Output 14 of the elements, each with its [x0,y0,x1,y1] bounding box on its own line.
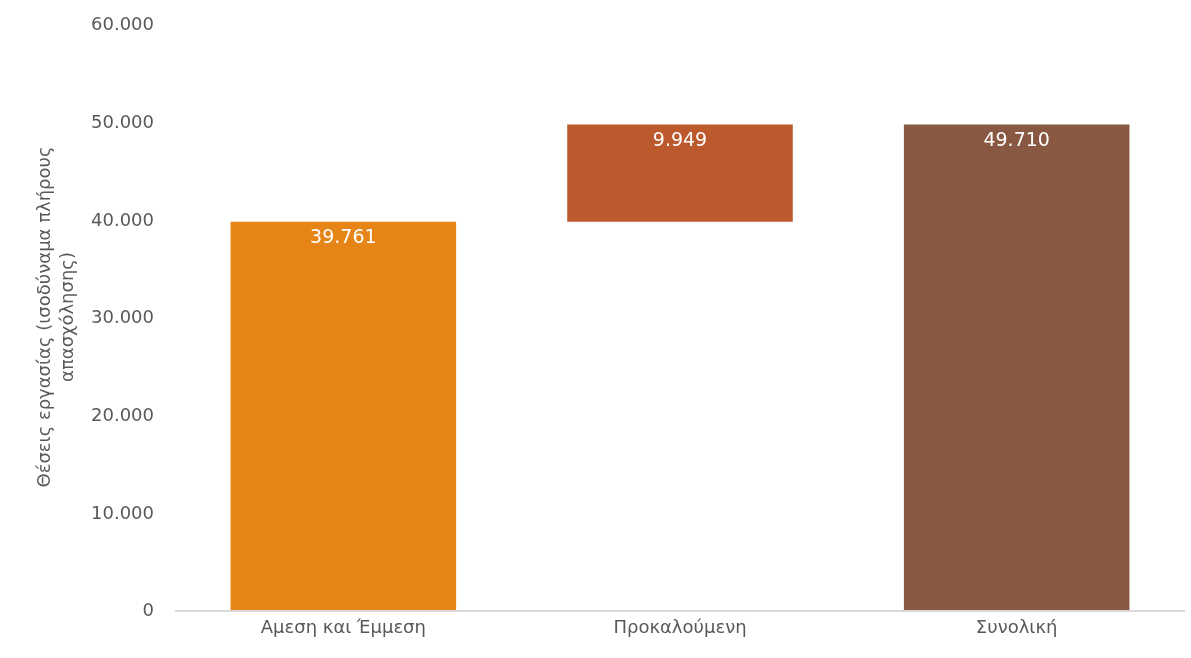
x-tick-label: Προκαλούμενη [613,616,747,638]
x-tick-label: Συνολική [975,616,1058,638]
data-label: 39.761 [310,224,377,247]
data-label: 49.710 [983,127,1050,150]
y-tick-label: 50.000 [91,110,154,132]
y-axis-title: Θέσεις εργασίας (ισοδύναμα πλήρους απασχόλησης) [32,146,78,488]
y-tick-label: 0 [142,599,154,621]
y-tick-label: 30.000 [91,306,154,328]
x-tick-label: Αμεση και Έμμεση [260,616,426,638]
y-tick-label: 20.000 [91,403,154,425]
y-tick-label: 40.000 [91,208,154,230]
y-tick-label: 10.000 [91,501,154,523]
data-label: 9.949 [652,127,708,150]
y-tick-label: 60.000 [91,13,154,35]
